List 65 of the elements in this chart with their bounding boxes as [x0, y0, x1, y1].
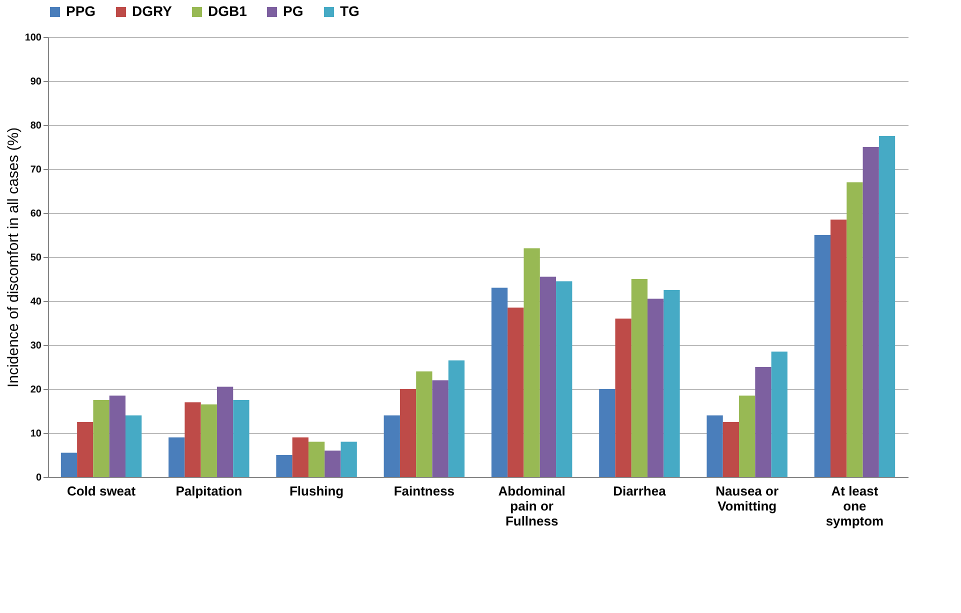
- bar: [432, 380, 448, 477]
- y-tick-label: 30: [30, 340, 42, 352]
- bar: [599, 389, 616, 477]
- bar: [664, 290, 680, 477]
- bar: [615, 318, 632, 477]
- bar: [814, 235, 831, 477]
- bar: [878, 136, 896, 477]
- bar: [524, 248, 540, 477]
- bar: [739, 396, 756, 477]
- legend-label: PPG: [66, 3, 96, 19]
- y-tick-label: 50: [30, 252, 42, 264]
- bar: [276, 455, 292, 477]
- bar: [292, 437, 308, 477]
- bar: [846, 182, 863, 477]
- y-tick-label: 80: [30, 120, 42, 132]
- x-tick-label: Palpitation: [176, 484, 242, 498]
- y-tick-label: 10: [30, 428, 42, 440]
- bar: [308, 442, 325, 477]
- legend-label: PG: [283, 3, 304, 19]
- bar: [233, 400, 250, 477]
- y-tick-label: 20: [30, 384, 42, 396]
- bar: [200, 404, 217, 477]
- bar: [540, 276, 556, 477]
- legend-label: TG: [340, 3, 360, 19]
- bar: [216, 386, 234, 477]
- bar: [755, 367, 772, 477]
- x-tick-label: Faintness: [394, 484, 455, 498]
- bar: [491, 288, 508, 477]
- x-tick-label: Flushing: [289, 484, 344, 498]
- bar: [324, 450, 341, 477]
- bar: [508, 308, 524, 477]
- y-tick-label: 70: [30, 164, 42, 176]
- bar: [400, 389, 416, 477]
- y-axis-title: Incidence of discomfort in all cases (%): [4, 127, 22, 388]
- legend-label: DGRY: [132, 3, 173, 19]
- bar: [340, 442, 357, 477]
- bar: [862, 147, 879, 477]
- x-tick-label: Cold sweat: [66, 484, 136, 498]
- bar: [384, 415, 400, 477]
- x-tick-label: Abdominal pain or Fullness: [498, 484, 566, 528]
- y-tick-label: 90: [30, 76, 42, 88]
- bar: [722, 422, 740, 477]
- bar: [830, 220, 847, 477]
- bar: [125, 415, 142, 477]
- bar: [556, 281, 572, 477]
- x-tick-label: Nausea or Vomitting: [716, 484, 779, 514]
- y-tick-label: 100: [24, 32, 42, 44]
- bar: [168, 437, 185, 477]
- legend-label: DGB1: [208, 3, 248, 19]
- y-tick-label: 0: [36, 472, 42, 484]
- bar: [416, 371, 432, 477]
- x-tick-label: Diarrhea: [613, 484, 667, 498]
- bar: [448, 360, 465, 477]
- bar: [771, 352, 788, 477]
- bar: [706, 415, 723, 477]
- bar: [93, 400, 110, 477]
- bar: [648, 298, 664, 477]
- y-tick-label: 40: [30, 296, 42, 308]
- x-tick-label: At least one symptom: [826, 484, 884, 528]
- bar: [60, 452, 78, 477]
- bar: [77, 422, 94, 477]
- bar: [184, 402, 201, 477]
- bar: [109, 396, 126, 477]
- y-tick-label: 60: [30, 208, 42, 220]
- bar: [631, 279, 648, 477]
